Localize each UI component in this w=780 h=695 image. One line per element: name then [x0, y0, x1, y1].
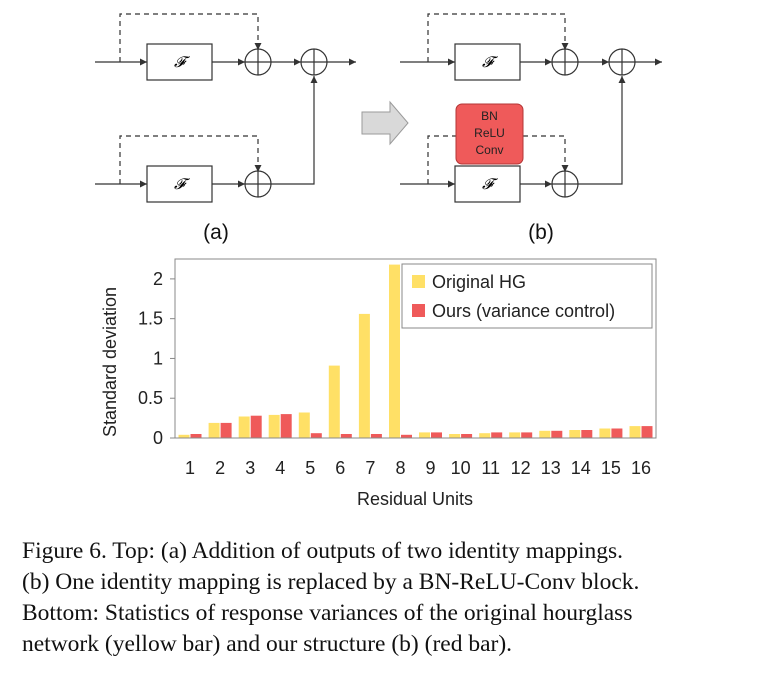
y-ticks: 0 0.5 1 1.5 2 — [138, 269, 175, 448]
y-tick-label: 1.5 — [138, 309, 163, 329]
bar-original-hg-15 — [599, 428, 611, 438]
panel-a — [95, 13, 356, 188]
red-block-line-1: BN — [481, 109, 498, 123]
bar-ours-3 — [250, 415, 262, 438]
legend-label-original-hg: Original HG — [432, 272, 526, 292]
x-tick-label: 7 — [365, 458, 375, 478]
caption-line: (b) One identity mapping is replaced by … — [22, 569, 640, 595]
x-tick-label: 4 — [275, 458, 285, 478]
y-tick-label: 0 — [153, 428, 163, 448]
bar-ours-4 — [280, 414, 292, 438]
y-tick-label: 1 — [153, 348, 163, 368]
plus-icon — [244, 48, 272, 76]
x-axis-label: Residual Units — [357, 489, 473, 509]
x-tick-label: 5 — [305, 458, 315, 478]
bar-original-hg-4 — [268, 414, 280, 438]
bar-ours-14 — [581, 430, 593, 438]
bar-ours-11 — [491, 432, 503, 438]
y-tick-label: 0.5 — [138, 388, 163, 408]
x-tick-label: 13 — [541, 458, 561, 478]
bar-original-hg-7 — [358, 313, 370, 438]
bar-ours-10 — [461, 434, 473, 438]
bar-ours-16 — [641, 426, 653, 438]
bar-original-hg-3 — [238, 416, 250, 438]
x-tick-label: 14 — [571, 458, 591, 478]
red-block-line-2: ReLU — [474, 126, 505, 140]
caption-line: Figure 6. Top: (a) Addition of outputs o… — [22, 538, 624, 564]
f-block-a-bottom — [146, 165, 213, 203]
bar-original-hg-14 — [569, 430, 581, 438]
plus-icon — [551, 48, 579, 76]
f-block-b-top — [454, 43, 521, 81]
bar-original-hg-5 — [298, 412, 310, 438]
bar-original-hg-2 — [208, 422, 220, 438]
bar-ours-5 — [310, 433, 322, 438]
x-tick-label: 8 — [395, 458, 405, 478]
plus-icon — [244, 170, 272, 198]
plot-frame — [174, 258, 657, 439]
panel-b-blocks: 𝓕 𝓕 BN ReLU Conv (b) — [454, 43, 636, 244]
legend: Original HG Ours (variance control) — [401, 263, 653, 329]
bar-original-hg-10 — [449, 434, 461, 438]
bar-original-hg-16 — [629, 426, 641, 438]
x-tick-label: 12 — [511, 458, 531, 478]
bars-layer — [178, 264, 653, 438]
x-tick-label: 3 — [245, 458, 255, 478]
bar-ours-9 — [431, 432, 442, 438]
bar-original-hg-11 — [479, 433, 491, 438]
legend-label-ours: Ours (variance control) — [432, 301, 615, 321]
caption-line: network (yellow bar) and our structure (… — [22, 631, 513, 657]
bar-original-hg-12 — [509, 432, 521, 438]
legend-swatch-original-hg — [412, 275, 425, 288]
figure-caption: Figure 6. Top: (a) Addition of outputs o… — [22, 536, 762, 660]
bar-original-hg-13 — [539, 430, 551, 438]
f-block-b-bottom — [454, 165, 521, 203]
bar-original-hg-6 — [328, 365, 340, 438]
bar-original-hg-9 — [419, 432, 430, 438]
x-tick-label: 6 — [335, 458, 345, 478]
plus-icon — [300, 48, 328, 76]
bar-ours-8 — [401, 434, 412, 438]
panel-b-label: (b) — [528, 221, 554, 244]
plus-icon — [608, 48, 636, 76]
bar-original-hg-1 — [178, 434, 190, 438]
bar-ours-6 — [340, 434, 352, 438]
panel-a-blocks: 𝓕 𝓕 (a) — [146, 43, 328, 244]
x-tick-label: 1 — [185, 458, 195, 478]
red-block-line-3: Conv — [475, 143, 503, 157]
bar-ours-2 — [220, 422, 232, 438]
panel-a-label: (a) — [203, 221, 229, 244]
y-axis-label: Standard deviation — [100, 287, 120, 437]
x-ticks: 1 2 3 4 5 6 7 8 9 10 11 12 13 14 15 16 — [185, 458, 651, 478]
bar-original-hg-8 — [389, 264, 400, 438]
bar-ours-1 — [190, 434, 202, 438]
plus-icon — [551, 170, 579, 198]
x-tick-label: 11 — [481, 458, 500, 478]
y-tick-label: 2 — [153, 269, 163, 289]
x-tick-label: 15 — [601, 458, 621, 478]
bar-ours-7 — [370, 434, 382, 438]
std-dev-bar-chart: 00.511.52 1 2 3 4 5 6 7 8 9 10 11 12 13 14 15 16 Standa… — [100, 258, 657, 509]
x-tick-label: 2 — [215, 458, 225, 478]
x-tick-label: 10 — [451, 458, 471, 478]
x-tick-label: 9 — [425, 458, 435, 478]
f-block-a-top — [146, 43, 213, 81]
legend-swatch-ours — [412, 304, 425, 317]
bar-ours-15 — [611, 428, 623, 438]
bn-relu-conv-block — [455, 103, 524, 165]
caption-line: Bottom: Statistics of response variances… — [22, 600, 633, 626]
x-tick-label: 16 — [631, 458, 651, 478]
bar-ours-13 — [551, 430, 563, 438]
residual-diagram: 𝓕 𝓕 (a) 𝓕 — [95, 13, 662, 244]
panel-b — [400, 13, 662, 188]
arrow-right-icon — [361, 100, 409, 146]
bar-ours-12 — [521, 432, 533, 438]
legend-box — [401, 263, 653, 329]
